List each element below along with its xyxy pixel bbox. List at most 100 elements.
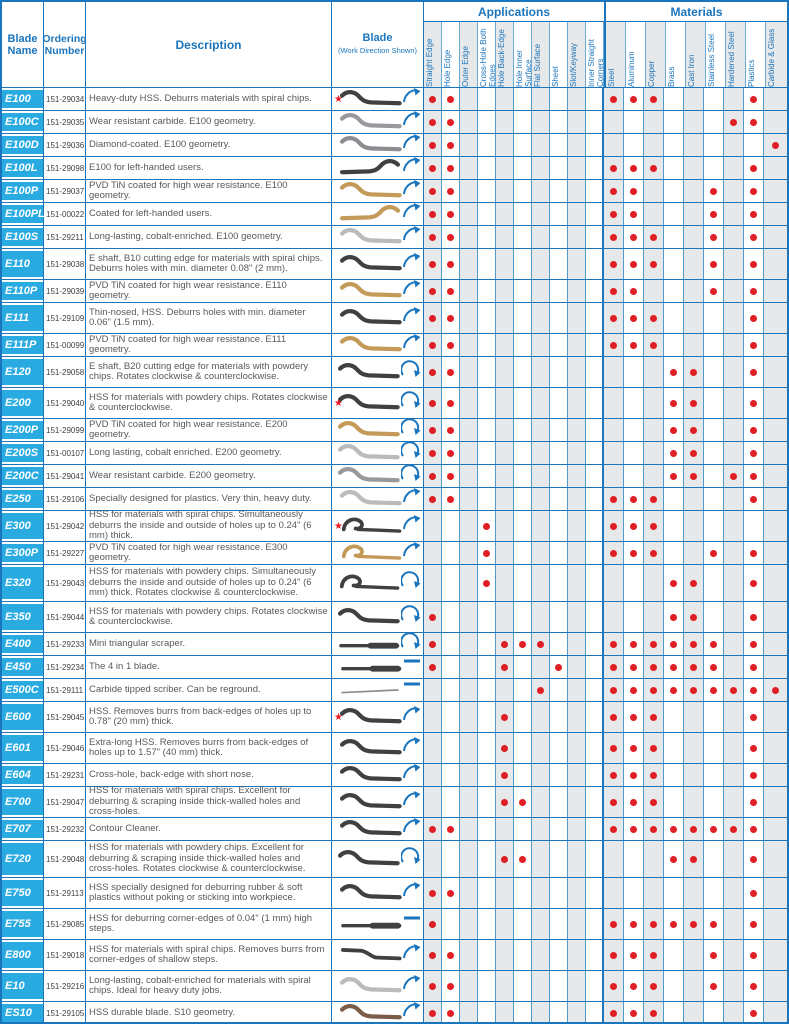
application-slot-keyway [568, 602, 586, 632]
blade-description: Diamond-coated. E100 geometry. [86, 134, 332, 156]
blade-image-cell [332, 656, 424, 678]
applicable-dot [710, 187, 717, 195]
application-outer-edge [460, 280, 478, 302]
application-hole-inner-surface [514, 280, 532, 302]
blade-name: E600 [2, 702, 44, 732]
material-steel [604, 226, 624, 248]
application-cross-hole-both-edges [478, 465, 496, 487]
application-slot-keyway [568, 542, 586, 564]
material-hardened-steel [724, 203, 744, 225]
applicable-dot [630, 260, 637, 268]
application-sheet [550, 878, 568, 908]
material-steel [604, 442, 624, 464]
material-steel [604, 565, 624, 601]
material-brass [664, 111, 684, 133]
blade-image-cell [332, 971, 424, 1001]
blade-shape-image [339, 255, 402, 271]
application-straight-edge [424, 511, 442, 541]
table-row-e110p: E110P 151-29039 PVD TiN coated for high we… [2, 280, 787, 303]
applicable-dot [710, 233, 717, 241]
blade-image-cell [332, 303, 424, 333]
blade-name: E755 [2, 909, 44, 939]
applicable-dot [630, 825, 637, 833]
material-plastics [744, 334, 764, 356]
material-carbide-glass [764, 633, 787, 655]
blade-description: HSS for materials with spiral chips. Exc… [86, 786, 332, 817]
material-aluminum [624, 357, 644, 387]
material-steel [604, 841, 624, 877]
application-straight-edge [424, 633, 442, 655]
material-carbide-glass [764, 134, 787, 156]
application-hole-edge [442, 226, 460, 248]
material-brass [664, 88, 684, 110]
application-flat-surface [532, 940, 550, 970]
application-cross-hole-both-edges [478, 334, 496, 356]
material-brass [664, 565, 684, 601]
blade-shape-image [339, 884, 402, 900]
work-direction-arc-icon [403, 180, 421, 195]
application-outer-edge [460, 878, 478, 908]
blade-description: HSS for materials with spiral chips. Sim… [86, 510, 332, 541]
material-aluminum [624, 565, 644, 601]
material-hardened-steel [724, 488, 744, 510]
application-slot-keyway [568, 909, 586, 939]
applicable-dot [650, 549, 657, 557]
application-inner-straight-corners [586, 442, 604, 464]
application-slot-keyway [568, 971, 586, 1001]
application-sheet [550, 465, 568, 487]
application-cross-hole-both-edges [478, 488, 496, 510]
material-copper [644, 488, 664, 510]
material-plastics [744, 388, 764, 418]
application-hole-back-edge [496, 442, 514, 464]
material-cast-iron [684, 602, 704, 632]
applicable-dot [630, 210, 637, 218]
application-slot-keyway [568, 334, 586, 356]
material-cast-iron [684, 971, 704, 1001]
material-cast-iron [684, 334, 704, 356]
material-steel [604, 971, 624, 1001]
blade-name: E750 [2, 878, 44, 908]
material-cast-iron [684, 679, 704, 701]
application-hole-inner-surface [514, 111, 532, 133]
table-row-e100d: E100D 151-29036 Diamond-coated. E100 geome… [2, 134, 787, 157]
blade-shape-image [341, 544, 402, 560]
material-cast-iron [684, 419, 704, 441]
application-hole-edge [442, 511, 460, 541]
material-aluminum [624, 419, 644, 441]
material-brass [664, 841, 684, 877]
application-outer-edge [460, 764, 478, 786]
application-hole-inner-surface [514, 940, 532, 970]
applicable-dot [447, 368, 454, 376]
application-hole-inner-surface [514, 542, 532, 564]
blade-shape-image [339, 336, 402, 352]
material-steel [604, 488, 624, 510]
applicable-dot [610, 825, 617, 833]
application-straight-edge [424, 542, 442, 564]
material-plastics [744, 764, 764, 786]
application-sheet [550, 442, 568, 464]
material-stainless-steel [704, 633, 724, 655]
column-header-sheet: Sheet [550, 22, 568, 87]
application-flat-surface [532, 702, 550, 732]
table-row-e400: E400 151-29233 Mini triangular scraper. [2, 633, 787, 656]
application-inner-straight-corners [586, 702, 604, 732]
application-straight-edge [424, 157, 442, 179]
application-hole-back-edge [496, 134, 514, 156]
material-plastics [744, 88, 764, 110]
applicable-dot [630, 522, 637, 530]
blade-image-cell [332, 488, 424, 510]
application-cross-hole-both-edges [478, 226, 496, 248]
work-direction-rotate-icon [401, 442, 421, 458]
table-row-e720: E720 151-29048 HSS for materials with powd… [2, 841, 787, 878]
application-outer-edge [460, 180, 478, 202]
applicable-dot [690, 825, 697, 833]
material-hardened-steel [724, 388, 744, 418]
material-steel [604, 465, 624, 487]
application-straight-edge [424, 656, 442, 678]
applicable-dot [447, 95, 454, 103]
applicable-dot [650, 341, 657, 349]
material-aluminum [624, 111, 644, 133]
application-hole-back-edge [496, 542, 514, 564]
blade-image-cell [332, 818, 424, 840]
application-outer-edge [460, 419, 478, 441]
